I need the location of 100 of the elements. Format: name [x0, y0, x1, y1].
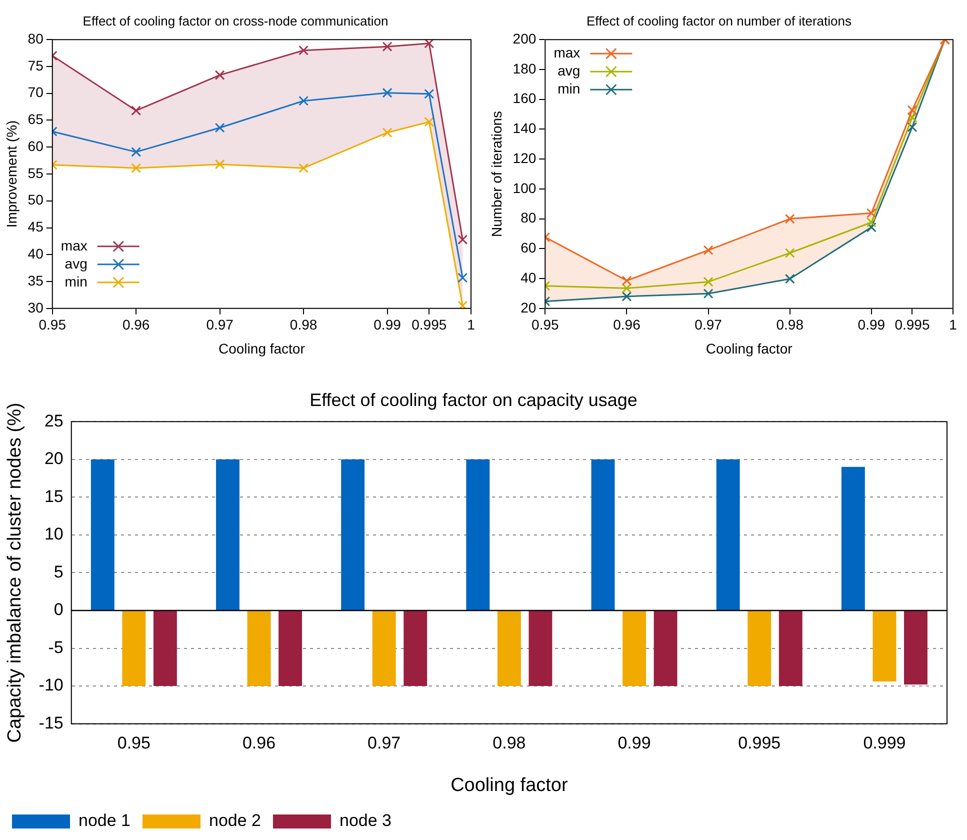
point: [458, 272, 468, 283]
chart-title: Effect of cooling factor on capacity usage: [310, 390, 638, 410]
legend-label: node 2: [208, 811, 261, 830]
y-tick-label: 75: [28, 57, 44, 74]
y-tick-label: 60: [520, 240, 536, 256]
y-tick-label: -5: [48, 638, 64, 657]
point: [866, 217, 876, 228]
y-tick-label: 65: [28, 111, 44, 128]
point: [214, 70, 225, 80]
bar: [654, 610, 678, 686]
point: [298, 163, 309, 174]
y-tick-label: 25: [44, 411, 64, 430]
point: [703, 276, 714, 287]
y-tick-label: 40: [520, 269, 536, 286]
legend-label: avg: [558, 62, 580, 78]
x-tick-label: 0.999: [863, 734, 906, 753]
x-tick-label: 0.96: [613, 316, 641, 333]
bar: [404, 610, 428, 686]
point: [622, 291, 632, 302]
point: [382, 42, 392, 52]
point: [382, 128, 392, 138]
y-tick-label: 30: [28, 299, 44, 316]
y-tick-label: 50: [28, 192, 44, 208]
bar: [153, 610, 177, 686]
legend-label: node 3: [339, 811, 392, 830]
chart-title: Effect of cooling factor on number of iterations: [586, 13, 852, 28]
y-tick-label: 80: [28, 30, 44, 46]
y-tick-label: 5: [54, 562, 64, 582]
x-tick-label: 0.97: [694, 316, 722, 333]
point: [214, 159, 225, 170]
bar: [122, 610, 146, 686]
x-axis-title: Cooling factor: [218, 340, 306, 356]
y-tick-label: 200: [512, 30, 536, 46]
point: [298, 45, 309, 56]
x-tick-label: 0.99: [618, 734, 651, 753]
bar: [372, 610, 396, 686]
point: [424, 40, 434, 48]
bar: [528, 610, 552, 686]
legend-label: min: [558, 80, 580, 96]
x-tick-label: 0.97: [368, 734, 401, 753]
y-tick-label: 100: [512, 180, 536, 196]
point: [907, 112, 918, 123]
y-tick-label: -15: [38, 713, 64, 732]
bar: [466, 459, 490, 610]
legend-label: max: [554, 44, 580, 60]
x-tick-label: 0.98: [290, 316, 318, 333]
bar: [591, 459, 615, 610]
x-tick-label: 0.98: [776, 316, 804, 333]
point: [298, 96, 309, 106]
bar: [904, 610, 928, 685]
point: [703, 245, 714, 256]
x-tick-label: 0.95: [532, 316, 559, 333]
x-tick-label: 0.99: [858, 316, 886, 333]
legend-label: min: [64, 273, 88, 290]
point: [703, 288, 714, 299]
y-tick-label: 80: [520, 210, 536, 226]
y-tick-label: 60: [28, 138, 44, 154]
bar: [247, 610, 271, 686]
point: [866, 222, 876, 232]
point: [866, 208, 876, 218]
x-tick-label: 0.98: [492, 734, 526, 753]
point: [424, 116, 434, 127]
bar: [216, 459, 240, 610]
y-tick-label: 20: [44, 449, 64, 468]
x-axis-title: Cooling factor: [450, 774, 568, 796]
y-tick-label: 0: [54, 600, 64, 620]
y-tick-label: 45: [28, 218, 44, 235]
x-tick-label: 0.995: [412, 316, 447, 333]
x-tick-label: 0.95: [117, 734, 150, 753]
y-tick-label: -10: [38, 676, 64, 695]
y-tick-label: 15: [44, 486, 64, 506]
x-tick-label: 0.99: [374, 316, 402, 333]
bar: [90, 459, 114, 610]
x-tick-label: 0.96: [122, 316, 150, 333]
y-axis-title: Capacity imbalance of cluster nodes (%): [4, 402, 26, 743]
point: [784, 274, 795, 284]
bar: [778, 610, 802, 686]
point: [784, 248, 795, 258]
point: [784, 214, 795, 224]
x-axis-title: Cooling factor: [706, 340, 793, 356]
x-tick-label: 1: [467, 316, 476, 333]
y-tick-label: 20: [520, 299, 536, 316]
point: [907, 122, 918, 132]
bar: [841, 466, 865, 610]
bar: [716, 459, 740, 610]
bar: [341, 459, 365, 610]
y-tick-label: 180: [512, 60, 536, 76]
legend-label: node 1: [78, 811, 130, 830]
point: [458, 234, 468, 245]
y-tick-label: 10: [44, 524, 64, 544]
y-tick-label: 55: [28, 164, 44, 181]
y-tick-label: 40: [28, 246, 44, 262]
y-tick-label: 140: [512, 120, 536, 136]
x-tick-label: 0.995: [894, 316, 930, 333]
point: [382, 88, 392, 98]
x-tick-label: 1: [949, 316, 958, 333]
legend-label: max: [60, 237, 88, 254]
y-tick-label: 160: [512, 90, 536, 106]
point: [907, 105, 918, 116]
x-tick-label: 0.96: [242, 734, 276, 753]
